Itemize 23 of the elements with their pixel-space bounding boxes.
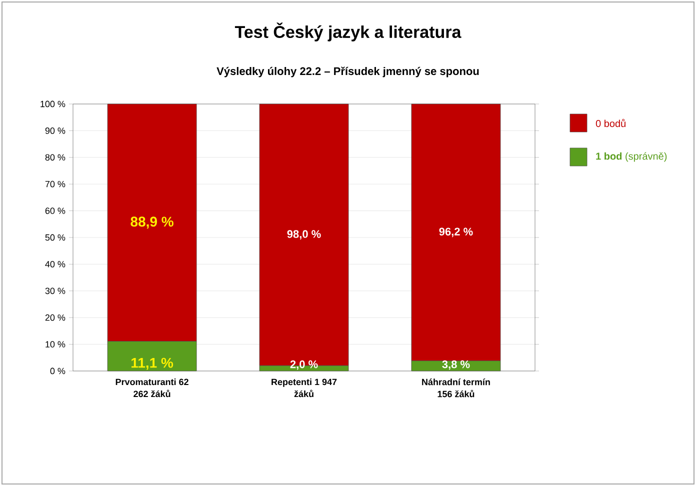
legend-label: 0 bodů bbox=[596, 118, 626, 128]
y-tick-label: 30 % bbox=[45, 288, 66, 294]
y-tick-label: 0 % bbox=[50, 368, 66, 374]
data-label: 98,0 % bbox=[287, 230, 321, 240]
x-tick-label: Prvomaturanti 62 262 žáků bbox=[116, 378, 188, 398]
x-tick-label: Náhradní termín 156 žáků bbox=[422, 378, 490, 398]
data-label: 11,1 % bbox=[132, 358, 174, 370]
chart-title: Test Český jazyk a literatura bbox=[234, 22, 462, 42]
data-label: 88,9 % bbox=[130, 216, 174, 229]
y-tick-label: 90 % bbox=[45, 128, 66, 134]
y-tick-label: 50 % bbox=[45, 234, 66, 241]
y-tick-label: 70 % bbox=[45, 180, 66, 188]
chart-subtitle: Výsledky úlohy 22.2 – Přísudek jmenný se sponou bbox=[216, 66, 479, 78]
data-label: 3,8 % bbox=[442, 360, 470, 370]
y-tick-label: 100 % bbox=[40, 100, 66, 108]
y-tick-label: 40 % bbox=[45, 260, 66, 268]
y-tick-label: 80 % bbox=[45, 154, 66, 161]
legend-label: 1 bod (správně) bbox=[596, 152, 667, 162]
x-tick-label: Repetenti 1 947 žáků bbox=[272, 378, 337, 398]
data-label: 96,2 % bbox=[439, 228, 473, 238]
y-tick-label: 10 % bbox=[46, 341, 66, 348]
y-tick-label: 60 % bbox=[45, 208, 66, 214]
y-tick-label: 20 % bbox=[45, 314, 66, 321]
